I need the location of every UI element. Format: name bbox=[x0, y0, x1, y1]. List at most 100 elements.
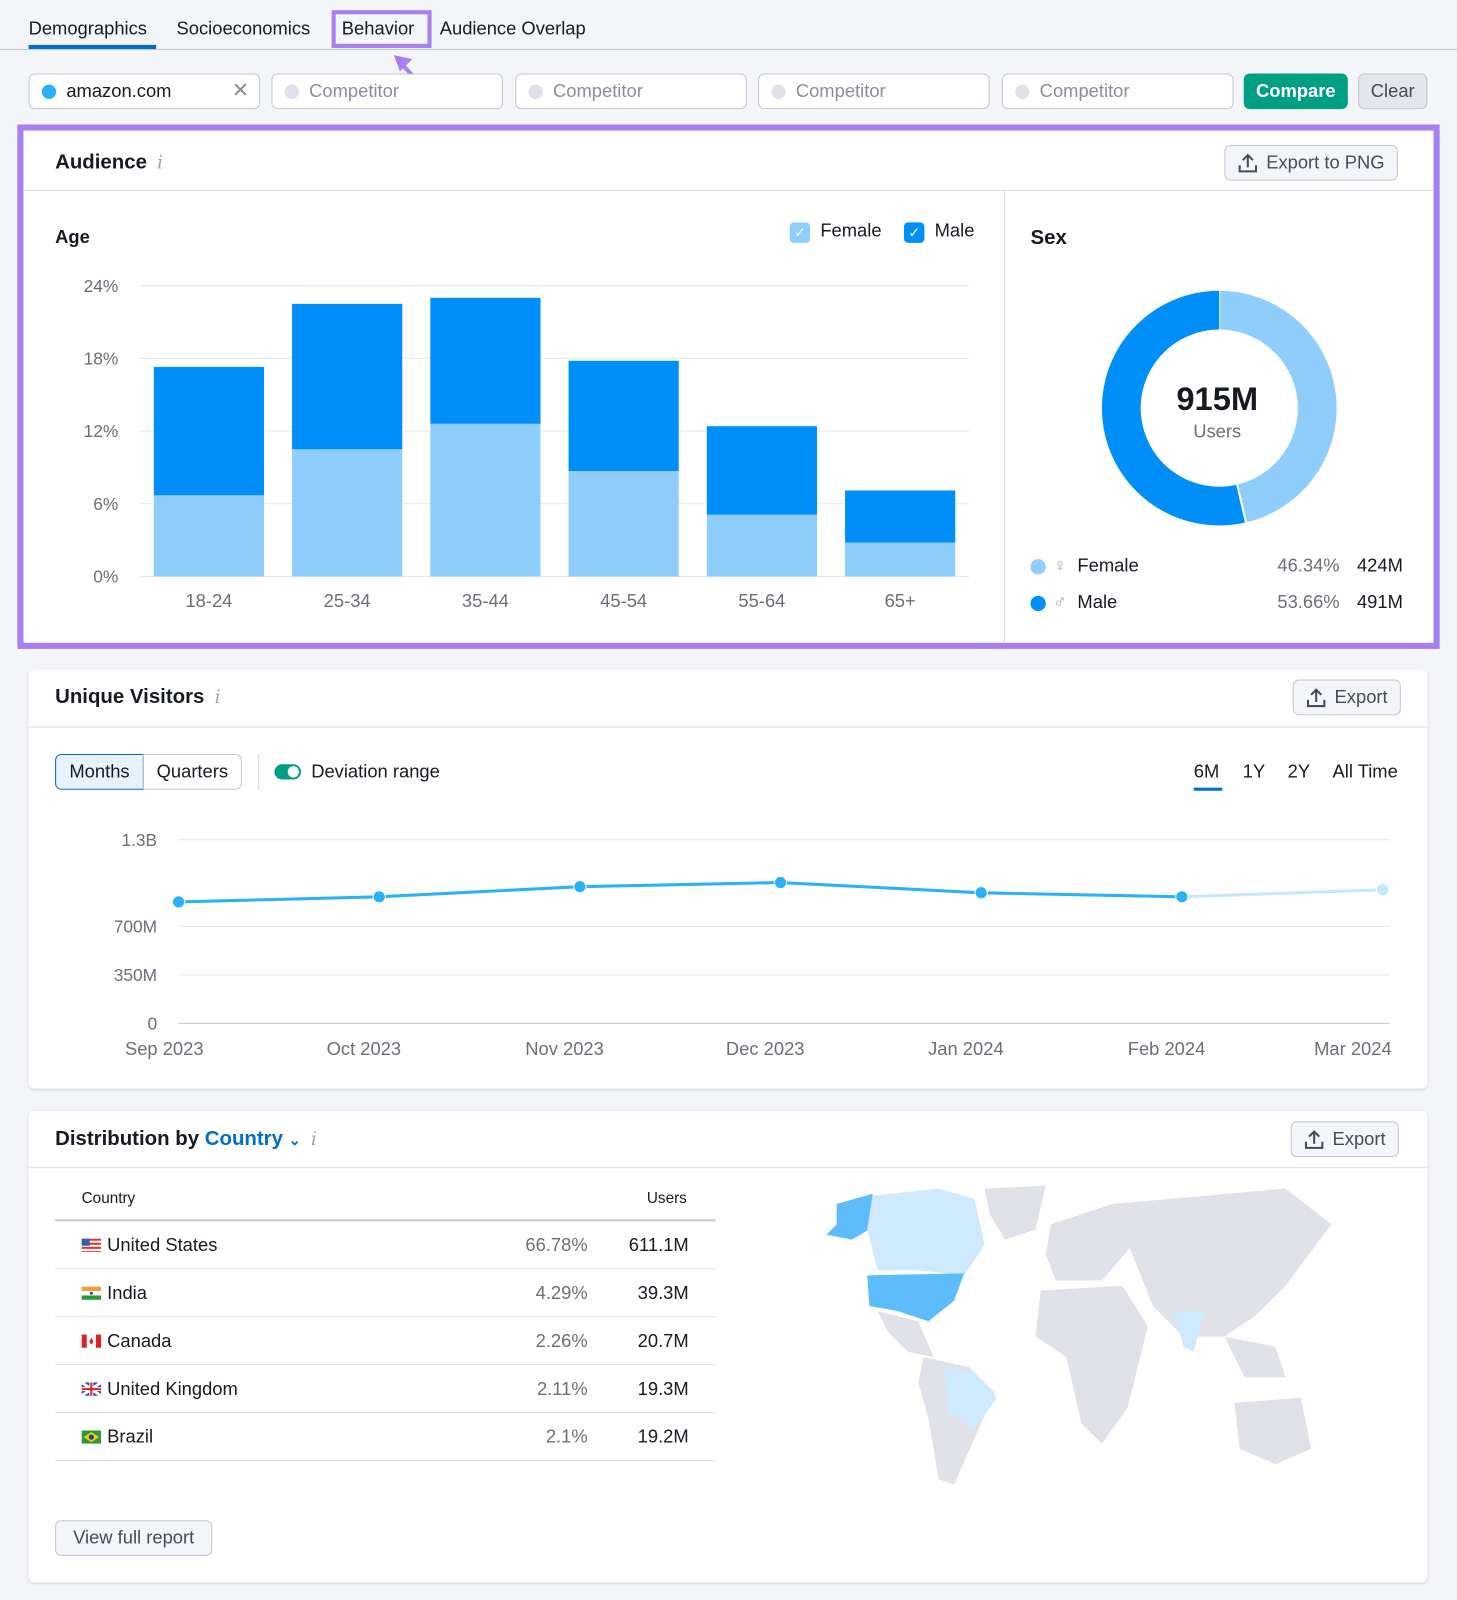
clear-domain-icon[interactable]: ✕ bbox=[231, 79, 249, 103]
col-country: Country bbox=[81, 1189, 136, 1208]
competitor-input-2[interactable]: Competitor bbox=[515, 73, 747, 110]
tab-socioeconomics[interactable]: Socioeconomics bbox=[176, 18, 311, 39]
tab-behavior[interactable]: Behavior bbox=[341, 18, 415, 39]
tab-demographics[interactable]: Demographics bbox=[28, 18, 147, 39]
sex-title: Sex bbox=[1030, 226, 1067, 249]
chevron-down-icon: ⌄ bbox=[288, 1131, 301, 1148]
divider bbox=[258, 754, 260, 790]
slice-separator bbox=[1236, 484, 1247, 523]
header-divider bbox=[55, 1219, 716, 1222]
info-icon[interactable]: i bbox=[214, 686, 221, 709]
domain-color-dot bbox=[1015, 84, 1030, 99]
compare-button[interactable]: Compare bbox=[1243, 73, 1348, 110]
map-brazil bbox=[943, 1367, 997, 1429]
export-visitors-button[interactable]: Export bbox=[1292, 679, 1401, 716]
bar-female-18-24 bbox=[153, 495, 265, 577]
line-segment bbox=[981, 891, 1182, 899]
map-usa bbox=[867, 1273, 965, 1322]
line-segment bbox=[579, 881, 781, 889]
y-tick-label: 1.3B bbox=[121, 830, 157, 850]
range-all-time[interactable]: All Time bbox=[1332, 761, 1398, 782]
bar-male-25-34 bbox=[292, 303, 403, 450]
y-tick-label: 0% bbox=[93, 567, 118, 587]
col-users: Users bbox=[646, 1189, 687, 1208]
flag-india-icon bbox=[81, 1286, 102, 1300]
line-segment bbox=[379, 885, 580, 899]
deviation-toggle[interactable] bbox=[274, 764, 301, 780]
table-row[interactable]: Canada 2.26% 20.7M bbox=[55, 1317, 716, 1366]
legend-male[interactable]: ✓ Male bbox=[903, 220, 974, 243]
data-point-Sep 2023 bbox=[171, 895, 186, 909]
tab-audience-overlap[interactable]: Audience Overlap bbox=[439, 18, 586, 39]
female-dot bbox=[1030, 559, 1046, 575]
info-icon[interactable]: i bbox=[157, 152, 164, 174]
visitors-line-chart: 0 350M 700M 1.3B Sep 2023 Oct 2023 Nov 2023 Dec… bbox=[114, 830, 1392, 1059]
export-png-button[interactable]: Export to PNG bbox=[1224, 144, 1398, 181]
view-full-report-button[interactable]: View full report bbox=[55, 1520, 213, 1556]
competitor-input-3[interactable]: Competitor bbox=[758, 73, 990, 110]
bar-female-65+ bbox=[845, 542, 956, 577]
map-southeast-asia bbox=[1224, 1336, 1286, 1378]
domain-color-dot bbox=[528, 84, 543, 99]
sex-donut-chart bbox=[1101, 290, 1337, 526]
x-tick-label: 18-24 bbox=[185, 590, 232, 611]
map-india bbox=[1173, 1311, 1204, 1352]
export-icon bbox=[1238, 153, 1258, 173]
y-tick-label: 12% bbox=[84, 421, 119, 441]
x-tick-label: Jan 2024 bbox=[928, 1038, 1004, 1059]
y-tick-label: 700M bbox=[114, 917, 157, 937]
line-segment bbox=[1181, 888, 1383, 899]
map-central-america bbox=[877, 1311, 934, 1357]
map-africa bbox=[1035, 1285, 1148, 1444]
months-toggle[interactable]: Months bbox=[55, 754, 144, 790]
bar-male-65+ bbox=[845, 490, 956, 543]
table-row[interactable]: United States 66.78% 611.1M bbox=[55, 1221, 716, 1270]
visitors-title: Unique Visitors i bbox=[55, 685, 221, 709]
competitor-input-1[interactable]: Competitor bbox=[271, 73, 504, 110]
bar-male-18-24 bbox=[153, 366, 265, 496]
x-tick-label: Feb 2024 bbox=[1128, 1038, 1206, 1059]
bar-female-35-44 bbox=[430, 423, 541, 577]
export-distribution-button[interactable]: Export bbox=[1290, 1121, 1399, 1158]
sex-row-male: ♂ Male 53.66% 491M bbox=[1030, 591, 1403, 616]
checkbox-female-icon[interactable]: ✓ bbox=[789, 222, 811, 243]
sex-row-female: ♀ Female 46.34% 424M bbox=[1030, 555, 1403, 579]
legend-female[interactable]: ✓ Female bbox=[789, 220, 882, 243]
dimension-dropdown[interactable]: Country ⌄ bbox=[204, 1127, 301, 1150]
table-row[interactable]: India 4.29% 39.3M bbox=[55, 1269, 716, 1318]
competitor-input-4[interactable]: Competitor bbox=[1001, 73, 1234, 110]
female-icon: ♀ bbox=[1052, 555, 1067, 576]
export-icon bbox=[1307, 688, 1326, 708]
y-tick-label: 24% bbox=[84, 276, 119, 296]
audience-title: Audience i bbox=[55, 151, 164, 174]
range-1y[interactable]: 1Y bbox=[1242, 761, 1266, 782]
map-greenland bbox=[984, 1185, 1046, 1240]
x-tick-label: 65+ bbox=[885, 590, 916, 611]
x-tick-label: 45-54 bbox=[600, 590, 647, 611]
map-alaska bbox=[826, 1193, 878, 1240]
domain-color-dot bbox=[284, 84, 299, 99]
info-icon[interactable]: i bbox=[310, 1128, 317, 1150]
map-australia bbox=[1234, 1397, 1312, 1465]
tab-divider bbox=[0, 48, 1457, 50]
domain-input-primary[interactable]: amazon.com ✕ bbox=[28, 73, 261, 110]
bar-male-45-54 bbox=[568, 360, 679, 472]
bar-male-55-64 bbox=[706, 426, 818, 515]
clear-button[interactable]: Clear bbox=[1358, 73, 1428, 110]
quarters-toggle[interactable]: Quarters bbox=[142, 754, 242, 790]
table-row[interactable]: Brazil 2.1% 19.2M bbox=[55, 1413, 716, 1462]
map-asia bbox=[1112, 1188, 1332, 1337]
divider bbox=[1003, 189, 1005, 643]
flag-canada-icon bbox=[81, 1334, 102, 1348]
x-tick-label: 55-64 bbox=[738, 590, 785, 611]
data-point-Nov 2023 bbox=[573, 880, 587, 894]
domain-value: amazon.com bbox=[66, 80, 172, 102]
male-icon: ♂ bbox=[1052, 591, 1067, 613]
data-point-Feb 2024 bbox=[1175, 890, 1189, 904]
divider bbox=[28, 1167, 1428, 1169]
range-6m[interactable]: 6M bbox=[1193, 761, 1220, 782]
donut-slice-male bbox=[1101, 290, 1246, 526]
checkbox-male-icon[interactable]: ✓ bbox=[903, 222, 925, 243]
range-2y[interactable]: 2Y bbox=[1287, 761, 1311, 782]
table-row[interactable]: United Kingdom 2.11% 19.3M bbox=[55, 1365, 716, 1414]
